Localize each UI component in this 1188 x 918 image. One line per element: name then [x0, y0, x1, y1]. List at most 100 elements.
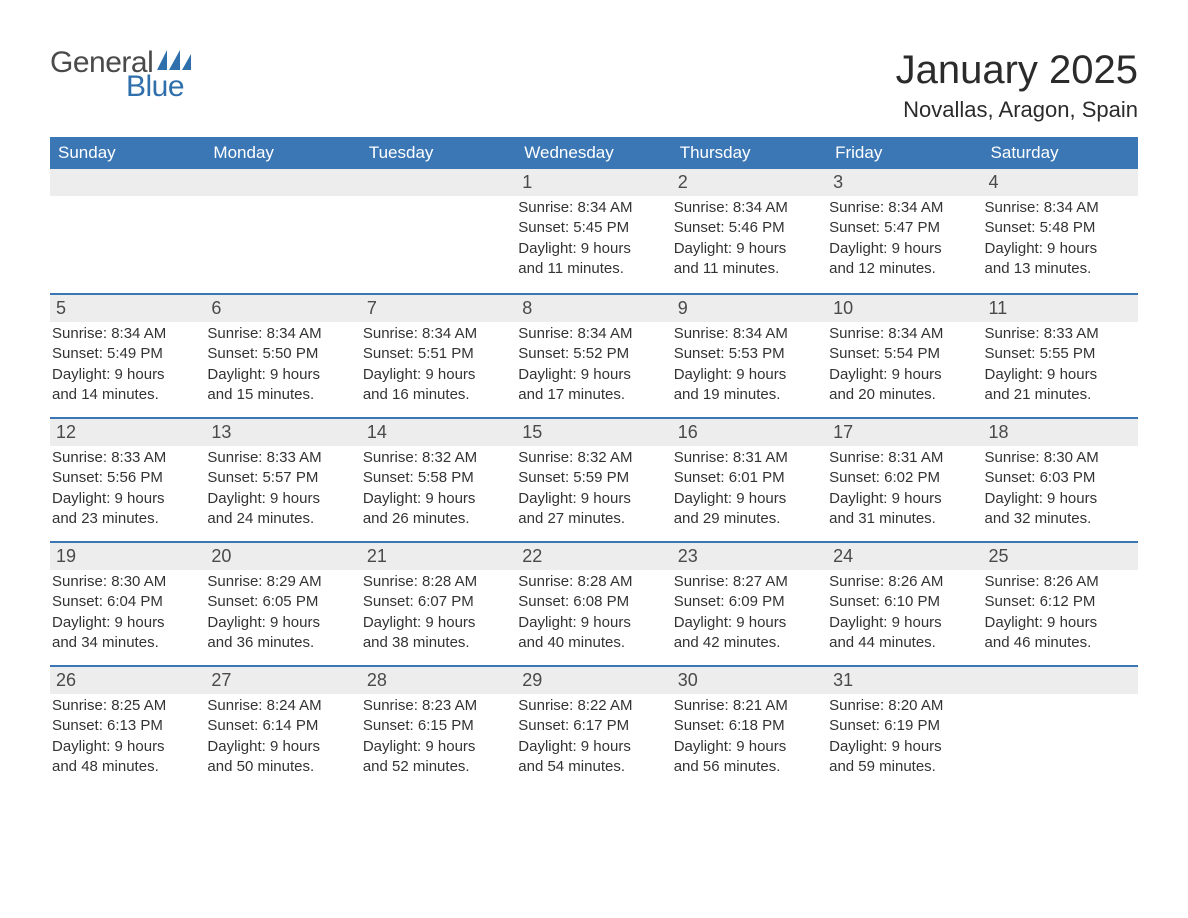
daylight-text-1: Daylight: 9 hours — [363, 365, 514, 385]
daylight-text-1: Daylight: 9 hours — [518, 239, 669, 259]
calendar-cell: 23Sunrise: 8:27 AMSunset: 6:09 PMDayligh… — [672, 541, 827, 665]
daylight-text-1: Daylight: 9 hours — [829, 489, 980, 509]
sunrise-text: Sunrise: 8:21 AM — [674, 696, 825, 716]
day-details: Sunrise: 8:34 AMSunset: 5:48 PMDaylight:… — [983, 198, 1138, 279]
sunrise-text: Sunrise: 8:31 AM — [829, 448, 980, 468]
day-number: 2 — [672, 169, 827, 196]
calendar-cell: 8Sunrise: 8:34 AMSunset: 5:52 PMDaylight… — [516, 293, 671, 417]
sunset-text: Sunset: 6:05 PM — [207, 592, 358, 612]
calendar-cell: 18Sunrise: 8:30 AMSunset: 6:03 PMDayligh… — [983, 417, 1138, 541]
sunset-text: Sunset: 5:59 PM — [518, 468, 669, 488]
day-details: Sunrise: 8:26 AMSunset: 6:12 PMDaylight:… — [983, 572, 1138, 653]
sunset-text: Sunset: 6:19 PM — [829, 716, 980, 736]
daylight-text-2: and 20 minutes. — [829, 385, 980, 405]
sunset-text: Sunset: 6:01 PM — [674, 468, 825, 488]
calendar-cell: 1Sunrise: 8:34 AMSunset: 5:45 PMDaylight… — [516, 169, 671, 293]
sunset-text: Sunset: 6:15 PM — [363, 716, 514, 736]
daylight-text-1: Daylight: 9 hours — [207, 737, 358, 757]
sunrise-text: Sunrise: 8:34 AM — [518, 324, 669, 344]
day-details: Sunrise: 8:33 AMSunset: 5:55 PMDaylight:… — [983, 324, 1138, 405]
daylight-text-2: and 59 minutes. — [829, 757, 980, 777]
sunrise-text: Sunrise: 8:34 AM — [363, 324, 514, 344]
page-header: General Blue January 2025 Novallas, Arag… — [50, 48, 1138, 123]
daylight-text-1: Daylight: 9 hours — [207, 489, 358, 509]
daylight-text-1: Daylight: 9 hours — [52, 613, 203, 633]
calendar-cell: 10Sunrise: 8:34 AMSunset: 5:54 PMDayligh… — [827, 293, 982, 417]
day-number: 23 — [672, 541, 827, 570]
daylight-text-2: and 11 minutes. — [518, 259, 669, 279]
daylight-text-1: Daylight: 9 hours — [518, 365, 669, 385]
logo-blue-text: Blue — [126, 72, 191, 102]
day-head-empty — [983, 665, 1138, 694]
day-number: 11 — [983, 293, 1138, 322]
day-number: 28 — [361, 665, 516, 694]
sunrise-text: Sunrise: 8:26 AM — [829, 572, 980, 592]
calendar-cell: 17Sunrise: 8:31 AMSunset: 6:02 PMDayligh… — [827, 417, 982, 541]
day-details: Sunrise: 8:34 AMSunset: 5:50 PMDaylight:… — [205, 324, 360, 405]
sunrise-text: Sunrise: 8:20 AM — [829, 696, 980, 716]
calendar-cell: 20Sunrise: 8:29 AMSunset: 6:05 PMDayligh… — [205, 541, 360, 665]
daylight-text-1: Daylight: 9 hours — [518, 737, 669, 757]
daylight-text-2: and 26 minutes. — [363, 509, 514, 529]
sunrise-text: Sunrise: 8:29 AM — [207, 572, 358, 592]
day-number: 15 — [516, 417, 671, 446]
day-details: Sunrise: 8:34 AMSunset: 5:52 PMDaylight:… — [516, 324, 671, 405]
sunrise-text: Sunrise: 8:22 AM — [518, 696, 669, 716]
calendar-cell: 15Sunrise: 8:32 AMSunset: 5:59 PMDayligh… — [516, 417, 671, 541]
day-details: Sunrise: 8:24 AMSunset: 6:14 PMDaylight:… — [205, 696, 360, 777]
day-details: Sunrise: 8:27 AMSunset: 6:09 PMDaylight:… — [672, 572, 827, 653]
daylight-text-2: and 17 minutes. — [518, 385, 669, 405]
day-details: Sunrise: 8:28 AMSunset: 6:08 PMDaylight:… — [516, 572, 671, 653]
calendar-week-row: 19Sunrise: 8:30 AMSunset: 6:04 PMDayligh… — [50, 541, 1138, 665]
daylight-text-2: and 46 minutes. — [985, 633, 1136, 653]
day-number: 4 — [983, 169, 1138, 196]
calendar-cell: 13Sunrise: 8:33 AMSunset: 5:57 PMDayligh… — [205, 417, 360, 541]
day-number: 10 — [827, 293, 982, 322]
day-details: Sunrise: 8:34 AMSunset: 5:45 PMDaylight:… — [516, 198, 671, 279]
logo: General Blue — [50, 48, 191, 102]
sunset-text: Sunset: 5:51 PM — [363, 344, 514, 364]
day-details: Sunrise: 8:32 AMSunset: 5:58 PMDaylight:… — [361, 448, 516, 529]
sunrise-text: Sunrise: 8:33 AM — [207, 448, 358, 468]
day-details: Sunrise: 8:31 AMSunset: 6:01 PMDaylight:… — [672, 448, 827, 529]
calendar-cell: 21Sunrise: 8:28 AMSunset: 6:07 PMDayligh… — [361, 541, 516, 665]
calendar-cell: 19Sunrise: 8:30 AMSunset: 6:04 PMDayligh… — [50, 541, 205, 665]
calendar-cell: 4Sunrise: 8:34 AMSunset: 5:48 PMDaylight… — [983, 169, 1138, 293]
daylight-text-2: and 34 minutes. — [52, 633, 203, 653]
day-number: 1 — [516, 169, 671, 196]
daylight-text-2: and 23 minutes. — [52, 509, 203, 529]
daylight-text-2: and 36 minutes. — [207, 633, 358, 653]
day-number: 6 — [205, 293, 360, 322]
calendar-cell: 22Sunrise: 8:28 AMSunset: 6:08 PMDayligh… — [516, 541, 671, 665]
sunrise-text: Sunrise: 8:34 AM — [207, 324, 358, 344]
sunset-text: Sunset: 6:04 PM — [52, 592, 203, 612]
sunrise-text: Sunrise: 8:25 AM — [52, 696, 203, 716]
day-details: Sunrise: 8:21 AMSunset: 6:18 PMDaylight:… — [672, 696, 827, 777]
sunrise-text: Sunrise: 8:34 AM — [985, 198, 1136, 218]
day-details: Sunrise: 8:25 AMSunset: 6:13 PMDaylight:… — [50, 696, 205, 777]
daylight-text-2: and 19 minutes. — [674, 385, 825, 405]
col-header: Wednesday — [516, 137, 671, 169]
sunrise-text: Sunrise: 8:34 AM — [829, 198, 980, 218]
sunset-text: Sunset: 5:54 PM — [829, 344, 980, 364]
day-details: Sunrise: 8:23 AMSunset: 6:15 PMDaylight:… — [361, 696, 516, 777]
calendar-cell: 27Sunrise: 8:24 AMSunset: 6:14 PMDayligh… — [205, 665, 360, 789]
sunset-text: Sunset: 6:14 PM — [207, 716, 358, 736]
sunrise-text: Sunrise: 8:28 AM — [363, 572, 514, 592]
calendar-cell: 25Sunrise: 8:26 AMSunset: 6:12 PMDayligh… — [983, 541, 1138, 665]
daylight-text-1: Daylight: 9 hours — [363, 737, 514, 757]
day-number: 7 — [361, 293, 516, 322]
col-header: Monday — [205, 137, 360, 169]
daylight-text-2: and 29 minutes. — [674, 509, 825, 529]
sunset-text: Sunset: 6:18 PM — [674, 716, 825, 736]
sunrise-text: Sunrise: 8:28 AM — [518, 572, 669, 592]
sunset-text: Sunset: 6:12 PM — [985, 592, 1136, 612]
calendar-cell: 6Sunrise: 8:34 AMSunset: 5:50 PMDaylight… — [205, 293, 360, 417]
day-number: 30 — [672, 665, 827, 694]
daylight-text-2: and 52 minutes. — [363, 757, 514, 777]
col-header: Sunday — [50, 137, 205, 169]
day-number: 25 — [983, 541, 1138, 570]
day-details: Sunrise: 8:34 AMSunset: 5:49 PMDaylight:… — [50, 324, 205, 405]
daylight-text-1: Daylight: 9 hours — [829, 737, 980, 757]
calendar-cell: 11Sunrise: 8:33 AMSunset: 5:55 PMDayligh… — [983, 293, 1138, 417]
